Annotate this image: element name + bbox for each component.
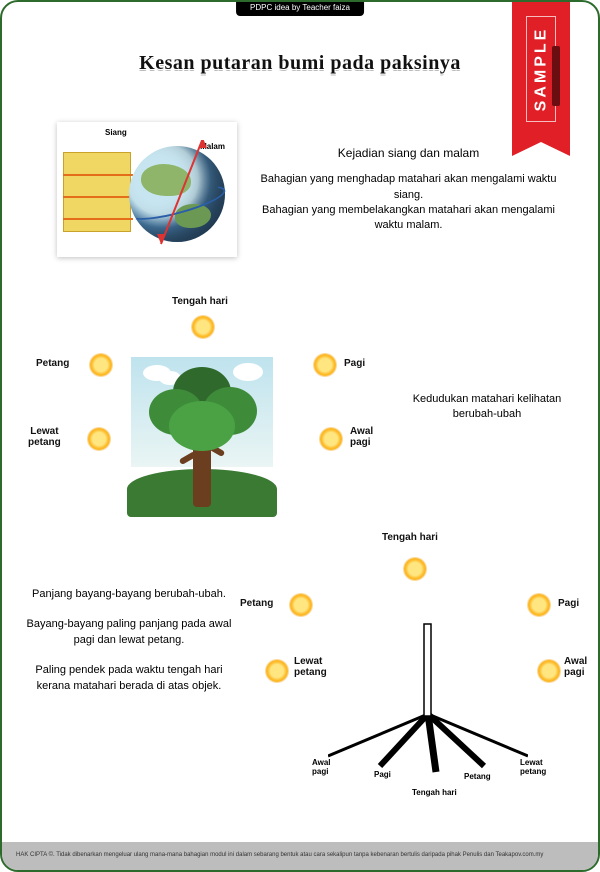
section-day-night: Siang Malam Kejadian siang dan malam Bah… — [57, 122, 558, 257]
label-lewat-petang: Lewatpetang — [28, 426, 61, 448]
shadow-label-lewat-petang: Lewatpetang — [520, 758, 546, 776]
shadow-label-petang: Petang — [464, 772, 491, 781]
globe-figure: Siang Malam — [57, 122, 237, 257]
main-title: Kesan putaran bumi pada paksinya — [2, 52, 598, 75]
shadow-label-pagi: Pagi — [374, 770, 391, 779]
sun-icon — [320, 428, 342, 450]
label-siang: Siang — [105, 128, 127, 137]
label-tengah-hari: Tengah hari — [172, 296, 228, 307]
sec3-p2: Bayang-bayang paling panjang pada awal p… — [24, 617, 234, 649]
sec3-p1: Panjang bayang-bayang berubah-ubah. — [24, 587, 234, 603]
page: PDPC idea by Teacher faiza SAMPLE Kesan … — [0, 0, 600, 872]
tree-illustration — [137, 357, 267, 517]
label-pagi: Pagi — [558, 598, 579, 609]
sec1-line1: Bahagian yang menghadap matahari akan me… — [259, 172, 558, 203]
shadow-label-tengah-hari: Tengah hari — [412, 788, 457, 797]
ribbon-text: SAMPLE — [532, 27, 550, 112]
label-awal-pagi: Awalpagi — [350, 426, 373, 448]
section-sun-position: Tengah hari Petang Pagi Lewatpetang Awal… — [32, 302, 362, 522]
label-pagi: Pagi — [344, 358, 365, 369]
sample-ribbon: SAMPLE — [512, 2, 570, 142]
label-petang: Petang — [36, 358, 69, 369]
sun-icon — [290, 594, 312, 616]
sun-icon — [538, 660, 560, 682]
header-tab: PDPC idea by Teacher faiza — [236, 0, 364, 16]
label-tengah-hari: Tengah hari — [382, 532, 438, 543]
label-lewat-petang: Lewatpetang — [294, 656, 327, 678]
sec3-text: Panjang bayang-bayang berubah-ubah. Baya… — [24, 587, 234, 709]
sec1-line2: Bahagian yang membelakangkan matahari ak… — [259, 203, 558, 234]
shadow-label-awal-pagi: Awalpagi — [312, 758, 331, 776]
shadow-diagram: Awalpagi Pagi Tengah hari Petang Lewatpe… — [328, 616, 528, 796]
footer-copyright: HAK CIPTA ©. Tidak dibenarkan mengeluar … — [2, 842, 598, 870]
sun-icon — [404, 558, 426, 580]
section-shadows: Tengah hari Petang Pagi Lewatpetang Awal… — [232, 532, 582, 832]
sun-icon — [314, 354, 336, 376]
sun-icon — [192, 316, 214, 338]
sec3-p3: Paling pendek pada waktu tengah hari ker… — [24, 663, 234, 695]
sun-icon — [90, 354, 112, 376]
sec2-caption: Kedudukan matahari kelihatan berubah-uba… — [402, 392, 572, 423]
sun-icon — [88, 428, 110, 450]
label-petang: Petang — [240, 598, 273, 609]
sun-icon — [266, 660, 288, 682]
sun-icon — [528, 594, 550, 616]
label-awal-pagi: Awalpagi — [564, 656, 587, 678]
